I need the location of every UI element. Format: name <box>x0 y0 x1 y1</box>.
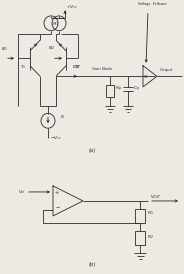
Text: (a): (a) <box>89 147 95 153</box>
Text: $R_p$: $R_p$ <box>115 84 122 93</box>
Text: (b): (b) <box>88 262 96 267</box>
Text: $T_2$: $T_2$ <box>74 64 80 72</box>
Text: $V_{OUT}$: $V_{OUT}$ <box>150 193 162 201</box>
Text: $I_{B1}$: $I_{B1}$ <box>1 46 8 53</box>
Text: X1: X1 <box>144 75 148 79</box>
Text: +: + <box>55 190 59 195</box>
Text: $-V_{cc}$: $-V_{cc}$ <box>50 135 62 142</box>
Text: $+V_{cc}$: $+V_{cc}$ <box>66 3 78 11</box>
Text: $V_{in}$: $V_{in}$ <box>18 188 26 196</box>
Text: $R_2$: $R_2$ <box>147 233 154 241</box>
Text: $R_1$: $R_1$ <box>147 209 154 216</box>
Text: Gain Node: Gain Node <box>92 67 112 71</box>
Text: $C_p$: $C_p$ <box>133 84 140 93</box>
Text: $I_0$: $I_0$ <box>60 114 65 121</box>
Text: $T_1$: $T_1$ <box>20 64 26 72</box>
Text: Output: Output <box>160 68 173 72</box>
Text: CM1: CM1 <box>51 22 59 26</box>
Bar <box>106 85 114 98</box>
Bar <box>135 209 145 223</box>
Text: Voltage  Follower: Voltage Follower <box>138 2 167 6</box>
Text: $-$: $-$ <box>55 204 61 209</box>
Text: $I_{OUT}$: $I_{OUT}$ <box>72 64 82 72</box>
Text: $I_{B2}$: $I_{B2}$ <box>48 45 55 52</box>
Bar <box>135 231 145 245</box>
